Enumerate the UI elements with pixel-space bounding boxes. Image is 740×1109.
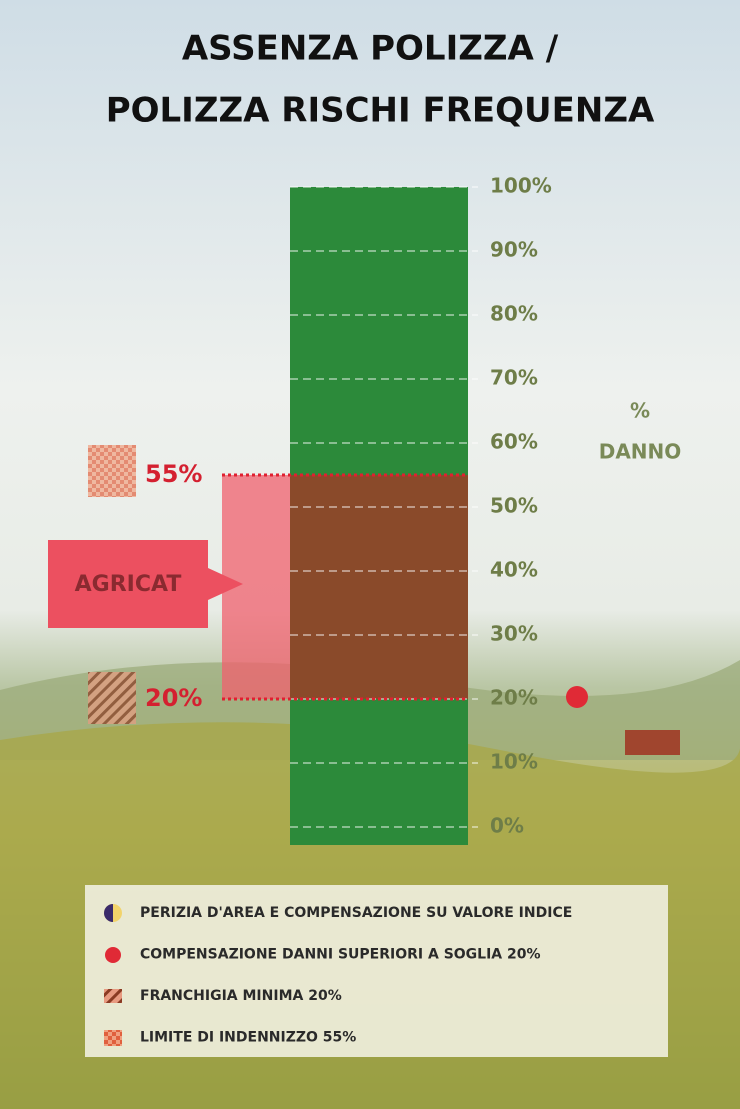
title-line: ASSENZA POLIZZA / (182, 29, 559, 69)
threshold-label: 20% (145, 684, 202, 712)
y-tick-label: 20% (490, 686, 538, 710)
y-tick-label: 70% (490, 366, 538, 390)
y-tick-label: 50% (490, 494, 538, 518)
bar-segment (290, 699, 468, 845)
annotation-box (48, 540, 243, 628)
y-axis-label: DANNO (599, 440, 682, 464)
annotation: AGRICAT (75, 572, 182, 597)
y-tick-label: 90% (490, 238, 538, 262)
deductible-icon (88, 672, 136, 724)
limit-icon (88, 445, 136, 497)
bar-segment (290, 187, 468, 475)
y-tick-label: 80% (490, 302, 538, 326)
y-tick-label: 30% (490, 622, 538, 646)
bar-segment (290, 475, 468, 699)
legend-label: PERIZIA D'AREA E COMPENSAZIONE SU VALORE… (140, 905, 572, 921)
barn (625, 730, 680, 755)
y-tick-label: 60% (490, 430, 538, 454)
legend-box (85, 885, 668, 1057)
legend-icons (104, 904, 122, 1046)
threshold-marker (566, 686, 588, 708)
y-tick-label: 40% (490, 558, 538, 582)
y-tick-label: 10% (490, 750, 538, 774)
threshold-label: 55% (145, 460, 202, 488)
legend-label: FRANCHIGIA MINIMA 20% (140, 988, 342, 1004)
legend-label: COMPENSAZIONE DANNI SUPERIORI A SOGLIA 2… (140, 947, 541, 963)
title-line: POLIZZA RISCHI FREQUENZA (106, 91, 655, 131)
y-axis-label: % (630, 399, 650, 423)
y-tick-label: 0% (490, 814, 524, 838)
y-tick-label: 100% (490, 174, 552, 198)
legend-label: LIMITE DI INDENNIZZO 55% (140, 1030, 356, 1046)
